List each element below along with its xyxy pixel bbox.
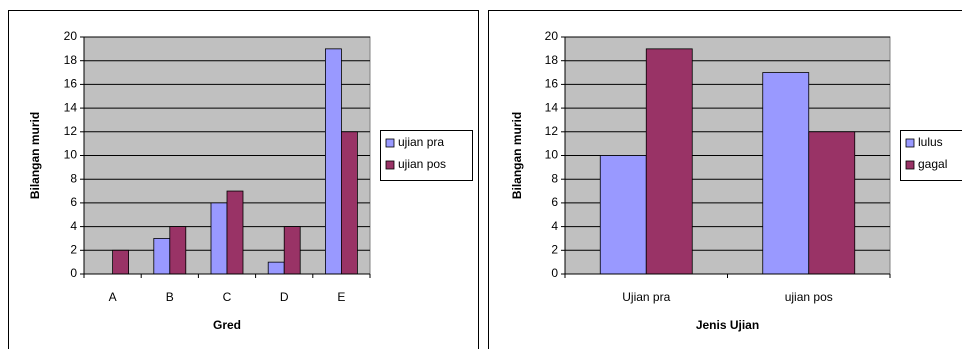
- y-tick-label: 6: [551, 195, 558, 209]
- legend-swatch: [905, 138, 915, 148]
- bar: [340, 131, 358, 275]
- x-axis-label: Gred: [213, 318, 241, 332]
- y-tick-label: 12: [64, 124, 78, 138]
- legend-box: [380, 130, 473, 181]
- bar: [153, 238, 171, 275]
- bar: [808, 131, 856, 275]
- y-tick-label: 12: [545, 124, 559, 138]
- y-tick-label: 6: [70, 195, 77, 209]
- y-tick-label: 14: [64, 100, 78, 114]
- bar: [267, 261, 285, 275]
- y-tick-label: 2: [551, 242, 558, 256]
- bar: [226, 190, 244, 275]
- bar: [112, 249, 129, 275]
- y-tick-label: 20: [64, 29, 78, 43]
- x-tick-label: D: [280, 290, 289, 304]
- legend-label: lulus: [918, 135, 943, 149]
- x-tick-label: Ujian pra: [622, 290, 670, 304]
- y-tick-label: 18: [64, 53, 78, 67]
- bar: [645, 48, 693, 275]
- y-tick-label: 4: [551, 219, 558, 233]
- y-tick-label: 20: [545, 29, 559, 43]
- legend-swatch: [385, 138, 395, 148]
- bar: [762, 72, 810, 275]
- bar: [324, 48, 342, 275]
- x-tick-label: B: [166, 290, 174, 304]
- bar: [599, 155, 647, 275]
- x-tick-label: C: [223, 290, 232, 304]
- bar: [169, 226, 187, 275]
- legend-swatch: [905, 160, 915, 170]
- y-tick-label: 10: [64, 148, 78, 162]
- bar: [283, 226, 301, 275]
- y-tick-label: 2: [70, 242, 77, 256]
- legend-swatch: [385, 160, 395, 170]
- y-tick-label: 4: [70, 219, 77, 233]
- y-tick-label: 14: [545, 100, 559, 114]
- bar: [210, 202, 228, 275]
- y-tick-label: 0: [70, 266, 77, 280]
- x-tick-label: E: [337, 290, 345, 304]
- y-axis-label: Bilangan murid: [510, 112, 524, 199]
- y-tick-label: 8: [551, 171, 558, 185]
- x-tick-label: A: [109, 290, 117, 304]
- y-tick-label: 16: [545, 77, 559, 91]
- legend-label: ujian pra: [398, 135, 444, 149]
- y-tick-label: 0: [551, 266, 558, 280]
- y-tick-label: 8: [70, 171, 77, 185]
- y-tick-label: 18: [545, 53, 559, 67]
- y-tick-label: 10: [545, 148, 559, 162]
- y-axis-label: Bilangan murid: [28, 112, 42, 199]
- x-axis-label: Jenis Ujian: [696, 318, 759, 332]
- legend-label: gagal: [918, 157, 947, 171]
- legend-label: ujian pos: [398, 157, 446, 171]
- x-tick-label: ujian pos: [785, 290, 833, 304]
- y-tick-label: 16: [64, 77, 78, 91]
